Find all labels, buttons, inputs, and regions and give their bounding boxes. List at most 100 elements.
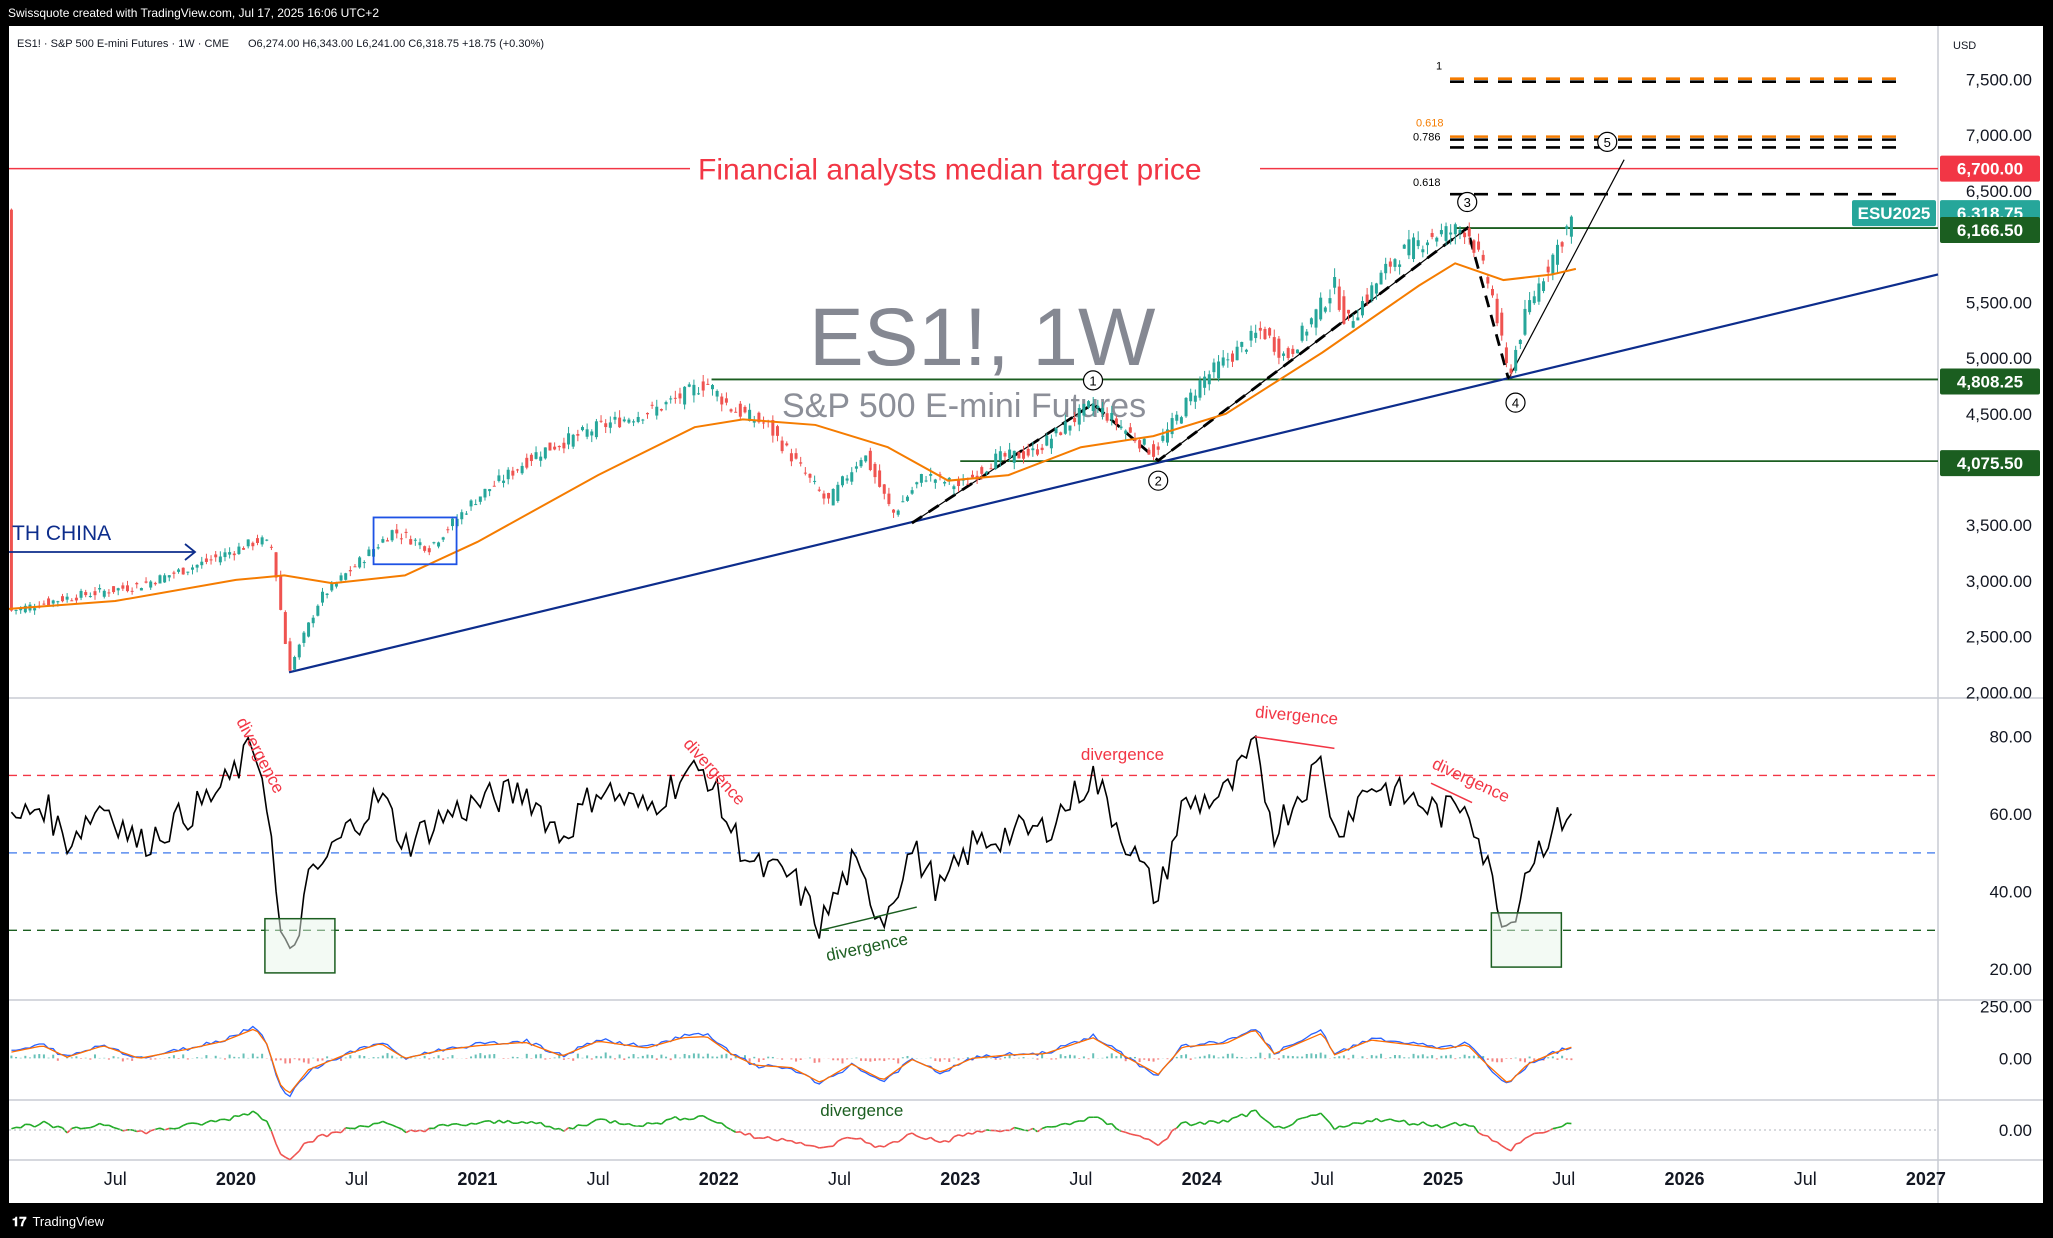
candle-body bbox=[1003, 453, 1007, 457]
fib-label: 0.618 bbox=[1413, 177, 1441, 189]
candle-body bbox=[808, 473, 812, 478]
time-tick-label: 2025 bbox=[1423, 1169, 1463, 1189]
legend-ohlc: O6,274.00 H6,343.00 L6,241.00 C6,318.75 … bbox=[248, 38, 544, 50]
time-tick-label: 2026 bbox=[1664, 1169, 1704, 1189]
macd-histogram-bar bbox=[697, 1053, 700, 1059]
oscillator-segment bbox=[261, 1118, 268, 1122]
candle-body bbox=[181, 567, 185, 575]
candle-body bbox=[655, 406, 659, 416]
macd-histogram-bar bbox=[855, 1057, 858, 1059]
wave-marker-icon bbox=[1457, 191, 1478, 213]
candle-body bbox=[1263, 328, 1267, 340]
macd-histogram-bar bbox=[502, 1058, 505, 1059]
macd-histogram-bar bbox=[1565, 1058, 1568, 1060]
macd-histogram-bar bbox=[186, 1058, 189, 1060]
oscillator-segment bbox=[1199, 1121, 1205, 1126]
macd-histogram-bar bbox=[1250, 1057, 1253, 1059]
candle-body bbox=[534, 452, 538, 459]
macd-histogram-bar bbox=[1486, 1058, 1489, 1061]
oscillator-segment bbox=[507, 1119, 514, 1124]
candle-body bbox=[506, 469, 510, 480]
macd-histogram-bar bbox=[1352, 1054, 1355, 1059]
macd-histogram-bar bbox=[1050, 1058, 1053, 1060]
macd-histogram-bar bbox=[548, 1058, 551, 1059]
candle-body bbox=[307, 622, 311, 637]
candle-body bbox=[836, 484, 840, 501]
macd-histogram-bar bbox=[10, 1055, 13, 1059]
macd-histogram-bar bbox=[451, 1055, 454, 1059]
candle-body bbox=[1268, 328, 1272, 336]
price-tick-label: 3,500.00 bbox=[1966, 516, 2032, 535]
macd-histogram-bar bbox=[219, 1057, 222, 1059]
candle-body bbox=[980, 467, 984, 474]
candle-body bbox=[1398, 264, 1402, 267]
oscillator-segment bbox=[387, 1122, 393, 1126]
candle-body bbox=[478, 496, 482, 502]
candle-body bbox=[362, 562, 366, 564]
macd-histogram-bar bbox=[1041, 1054, 1044, 1059]
candle-body bbox=[1110, 412, 1114, 420]
candle-body bbox=[1189, 392, 1193, 402]
macd-histogram-bar bbox=[149, 1058, 152, 1060]
oscillator-segment bbox=[289, 1154, 296, 1161]
oscillator-segment bbox=[888, 1141, 894, 1145]
candle-body bbox=[1351, 321, 1355, 328]
candle-body bbox=[1119, 426, 1123, 429]
macd-histogram-bar bbox=[892, 1058, 895, 1060]
candle-body bbox=[237, 546, 241, 555]
macd-histogram-bar bbox=[511, 1056, 514, 1059]
candle-body bbox=[190, 567, 194, 570]
price-tick-label: 5,000.00 bbox=[1966, 349, 2032, 368]
oscillator-segment bbox=[568, 1126, 574, 1130]
oscillator-segment bbox=[730, 1128, 737, 1133]
oscillator-segment bbox=[642, 1122, 648, 1127]
macd-histogram-bar bbox=[1449, 1054, 1452, 1059]
brand-text: TradingView bbox=[32, 1214, 105, 1229]
rsi-tick-label: 60.00 bbox=[1989, 805, 2032, 824]
macd-histogram-bar bbox=[897, 1058, 900, 1064]
candle-body bbox=[687, 384, 691, 387]
oscillator-segment bbox=[1339, 1125, 1345, 1128]
macd-histogram-bar bbox=[1022, 1057, 1025, 1059]
macd-histogram-bar bbox=[298, 1058, 301, 1061]
macd-histogram-bar bbox=[1458, 1057, 1461, 1059]
oscillator-segment bbox=[1116, 1127, 1122, 1132]
chart-panel[interactable] bbox=[9, 26, 2043, 1203]
macd-histogram-bar bbox=[279, 1058, 282, 1061]
macd-histogram-bar bbox=[595, 1055, 598, 1059]
oscillator-segment bbox=[707, 1117, 713, 1122]
oscillator-segment bbox=[1185, 1121, 1192, 1127]
candle-body bbox=[1532, 296, 1536, 304]
macd-histogram-bar bbox=[869, 1058, 872, 1062]
oscillator-segment bbox=[1510, 1143, 1517, 1152]
candle-body bbox=[622, 419, 626, 422]
candle-body bbox=[854, 466, 858, 469]
macd-histogram-bar bbox=[1240, 1057, 1243, 1059]
macd-histogram-bar bbox=[131, 1058, 134, 1061]
candle-body bbox=[320, 591, 324, 603]
candle-body bbox=[710, 385, 714, 390]
oscillator-segment bbox=[693, 1115, 699, 1120]
oscillator-segment bbox=[781, 1137, 788, 1142]
oscillator-segment bbox=[1065, 1122, 1071, 1126]
candle-body bbox=[502, 480, 506, 483]
oscillator-segment bbox=[1306, 1114, 1312, 1118]
oscillator-segment bbox=[1176, 1122, 1182, 1129]
candle-body bbox=[1100, 407, 1104, 414]
candle-body bbox=[1537, 283, 1541, 302]
macd-histogram-bar bbox=[767, 1056, 770, 1059]
macd-histogram-bar bbox=[808, 1057, 811, 1059]
macd-histogram-bar bbox=[1551, 1056, 1554, 1059]
macd-histogram-bar bbox=[1282, 1055, 1285, 1059]
oscillator-segment bbox=[1529, 1132, 1535, 1137]
candle-body bbox=[163, 575, 167, 583]
oscillator-segment bbox=[80, 1127, 86, 1130]
candle-body bbox=[70, 600, 74, 602]
macd-histogram-bar bbox=[841, 1058, 844, 1064]
macd-histogram-bar bbox=[386, 1053, 389, 1059]
macd-histogram-bar bbox=[669, 1058, 672, 1061]
candle-body bbox=[390, 530, 394, 541]
macd-histogram-bar bbox=[1287, 1055, 1290, 1059]
oscillator-segment bbox=[953, 1134, 959, 1138]
